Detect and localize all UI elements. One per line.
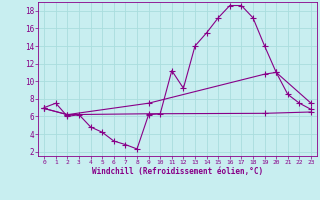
X-axis label: Windchill (Refroidissement éolien,°C): Windchill (Refroidissement éolien,°C)	[92, 167, 263, 176]
